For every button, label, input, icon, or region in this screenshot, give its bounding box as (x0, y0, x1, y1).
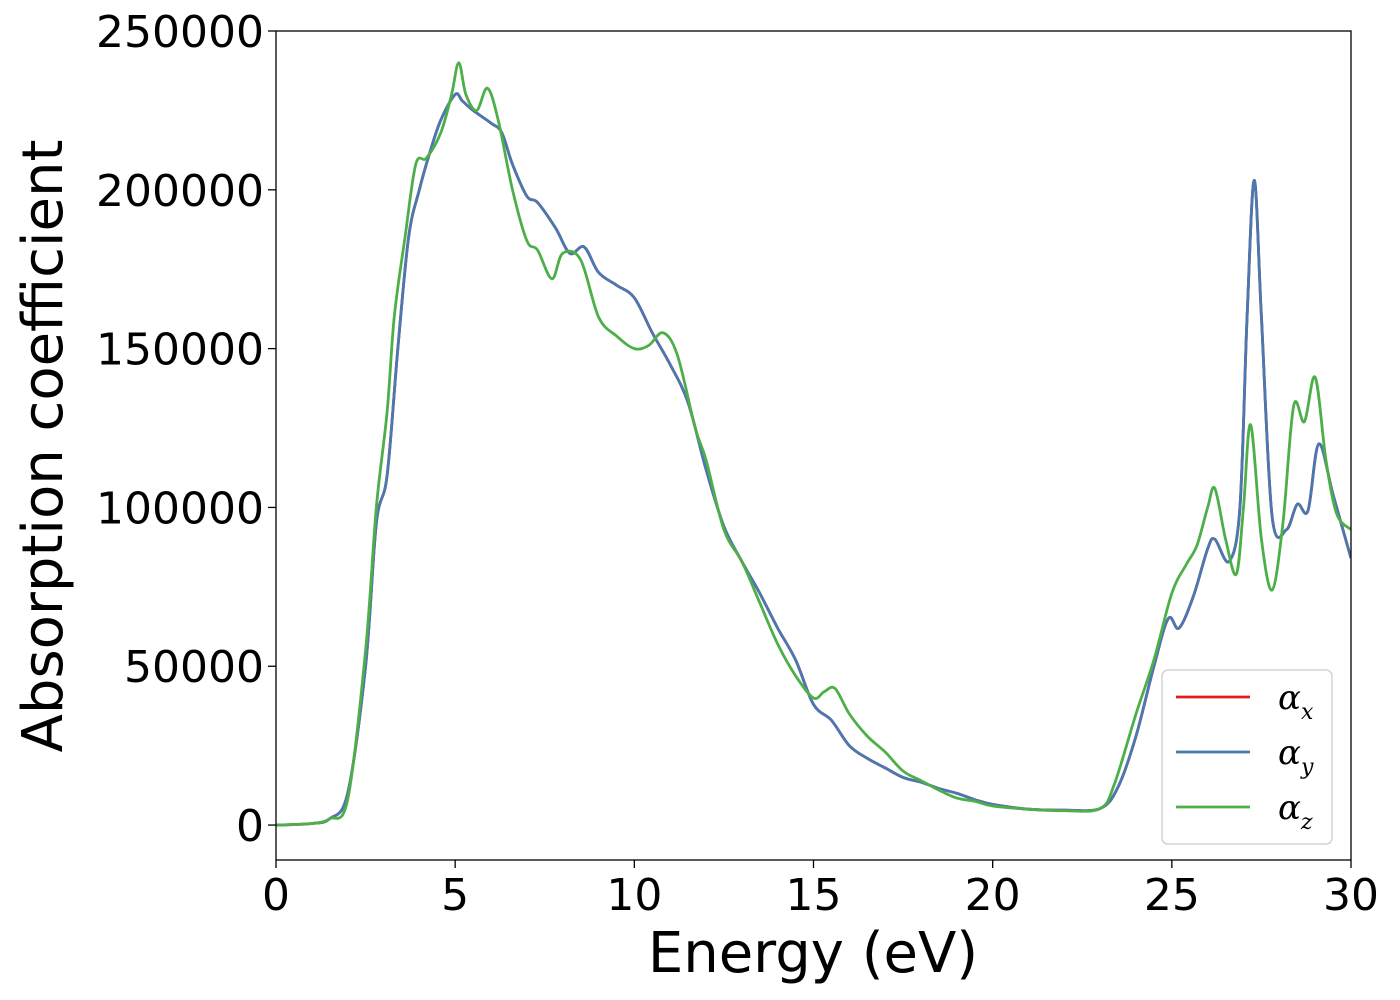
x-tick-label: 20 (965, 870, 1021, 921)
x-tick-label: 10 (606, 870, 662, 921)
x-axis-label: Energy (eV) (648, 921, 978, 986)
x-tick-label: 0 (262, 870, 290, 921)
series-layer (276, 61, 1351, 827)
x-tick-label: 5 (441, 870, 469, 921)
y-tick-label: 100000 (96, 483, 264, 534)
x-tick-label: 15 (786, 870, 842, 921)
y-axis-label: Absorption coefficient (11, 140, 76, 753)
legend-box (1161, 669, 1333, 845)
y-tick-label: 200000 (96, 166, 264, 217)
y-axis-ticks: 0 50000 100000 150000 200000 250000 (96, 7, 276, 852)
y-tick-label: 150000 (96, 325, 264, 376)
x-axis-ticks: 0 5 10 15 20 25 30 (262, 860, 1379, 921)
y-tick-label: 50000 (124, 642, 264, 693)
x-tick-label: 25 (1144, 870, 1200, 921)
y-tick-label: 250000 (96, 7, 264, 58)
series-line-z (276, 61, 1351, 827)
y-tick-label: 0 (236, 801, 264, 852)
series-line-y (276, 92, 1351, 827)
x-tick-label: 30 (1323, 870, 1379, 921)
